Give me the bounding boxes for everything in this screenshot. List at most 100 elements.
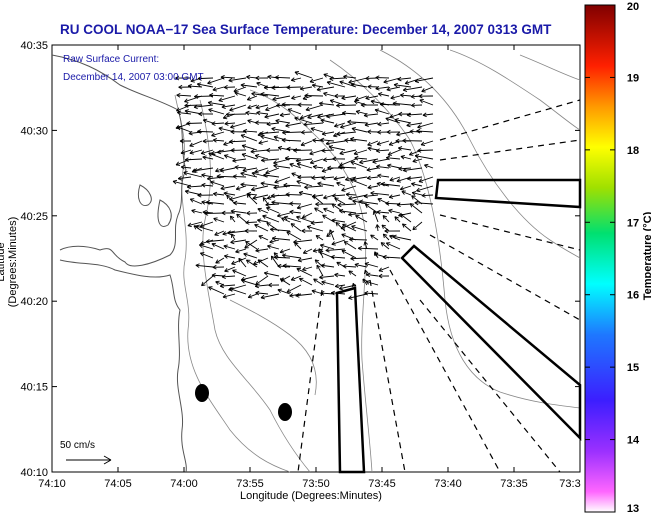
current-vector-head [311, 175, 316, 179]
current-vector-head [286, 148, 291, 152]
current-vector-head [416, 187, 420, 192]
current-vector-head [211, 150, 215, 155]
current-vector-head [380, 242, 384, 247]
current-vector-head [329, 229, 331, 234]
current-vector-head [294, 117, 298, 121]
current-vector [318, 248, 324, 259]
current-vector-head [403, 170, 408, 173]
current-vector-head [212, 86, 217, 91]
current-vector [263, 174, 280, 178]
current-vector [200, 252, 214, 259]
current-vector-head [339, 162, 343, 166]
current-vector [241, 145, 258, 151]
current-vector-head [407, 178, 412, 181]
current-vector-head [414, 154, 420, 157]
current-vector-head [409, 129, 414, 132]
current-vector-head [270, 227, 275, 230]
current-vector-head [263, 197, 268, 200]
current-vector-head [402, 138, 407, 142]
current-vector-head [230, 127, 235, 129]
current-vector-head [376, 164, 381, 167]
current-vector-head [410, 203, 415, 205]
current-vector-head [398, 146, 403, 149]
current-vector-head [373, 253, 378, 257]
current-vector [289, 293, 302, 297]
current-vector-head [335, 286, 340, 289]
current-vector-head [230, 129, 235, 133]
current-vector [207, 176, 225, 180]
current-vector-head [339, 210, 343, 214]
current-vector [247, 95, 258, 101]
current-vector-head [207, 102, 212, 106]
current-vector-head [243, 253, 247, 257]
current-vector [240, 134, 258, 142]
current-vector-head [245, 110, 250, 114]
current-vector [230, 239, 247, 243]
current-vector-head [331, 203, 335, 208]
current-vector [364, 113, 379, 117]
current-vector-head [311, 290, 316, 294]
current-vector [362, 278, 368, 286]
colorbar-tick-label: 16 [627, 290, 639, 302]
current-vector-head [271, 87, 276, 90]
current-vector-head [334, 123, 338, 127]
current-vector [400, 185, 412, 190]
current-vector [326, 81, 346, 88]
current-vector-head [255, 250, 260, 253]
current-vector-head [257, 208, 261, 213]
current-vector-head [329, 78, 334, 82]
current-vector-head [184, 110, 189, 114]
current-vector [177, 112, 192, 115]
current-vector-head [334, 197, 338, 202]
current-vector-head [192, 171, 197, 173]
current-vector-head [296, 162, 302, 165]
current-vector-head [419, 99, 423, 104]
current-vector [404, 77, 423, 85]
current-vector [176, 94, 192, 97]
current-vector-head [228, 80, 233, 83]
current-vector-head [297, 260, 302, 263]
current-vector-head [329, 99, 334, 104]
current-vector [393, 84, 412, 88]
current-vector [370, 192, 390, 196]
current-vector-head [291, 172, 295, 177]
current-vector [264, 113, 280, 118]
current-vector-head [225, 112, 230, 115]
current-vector-head [375, 85, 380, 90]
current-vector-head [229, 107, 233, 111]
current-vector [338, 166, 357, 169]
current-vector-head [262, 197, 265, 202]
current-vector-head [235, 248, 239, 253]
current-vector-head [223, 144, 228, 146]
current-vector [398, 167, 412, 170]
current-vector [342, 112, 357, 115]
current-vector-head [178, 84, 183, 88]
current-vector [200, 221, 214, 227]
current-vector-head [403, 89, 408, 92]
current-vector-head [323, 194, 327, 199]
current-vector-head [247, 294, 252, 298]
current-vector [213, 139, 225, 142]
current-vector-head [317, 182, 321, 187]
current-vector-head [396, 202, 401, 206]
current-vector-head [255, 290, 260, 294]
current-vector [233, 202, 247, 205]
current-vector [187, 221, 203, 227]
current-vector [353, 149, 368, 155]
current-vector-head [323, 197, 328, 200]
current-vector-head [213, 218, 217, 222]
current-vector-head [384, 230, 389, 234]
current-vector-head [321, 177, 326, 181]
current-vector-head [420, 141, 425, 146]
current-vector-head [297, 257, 302, 262]
current-vector-head [351, 82, 356, 85]
current-vector-head [421, 193, 426, 197]
current-vector-head [348, 195, 352, 200]
current-vector [240, 183, 258, 187]
current-vector-head [376, 148, 380, 152]
current-vector [334, 122, 346, 127]
current-vector-head [345, 176, 349, 181]
current-vector [202, 211, 214, 214]
current-vector-head [283, 182, 288, 186]
current-vector-head [411, 182, 416, 185]
